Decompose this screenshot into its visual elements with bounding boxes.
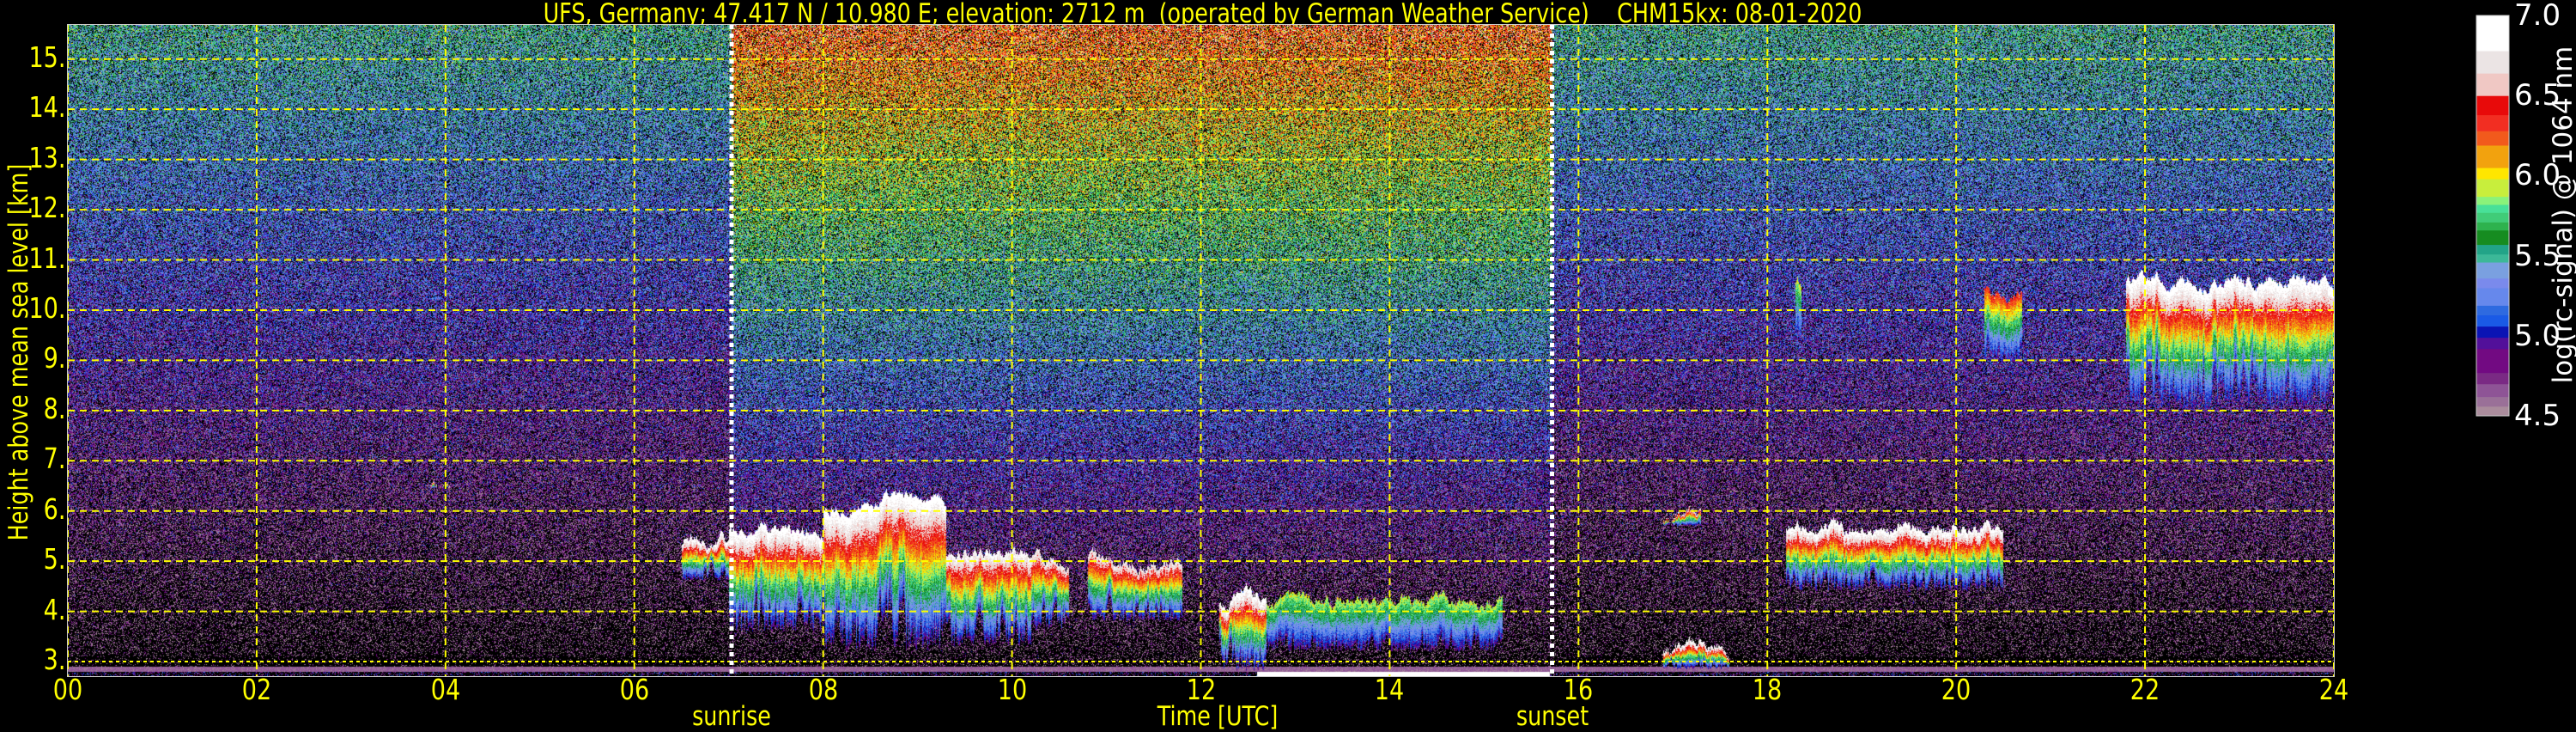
y-axis-label-text: Height above mean sea level [km]: [3, 163, 34, 541]
colorbar-segment: [2476, 212, 2509, 223]
colorbar-segment: [2476, 114, 2509, 131]
y-tick-label: 7.: [43, 442, 65, 476]
colorbar-segment: [2476, 305, 2509, 316]
colorbar-segment: [2476, 348, 2509, 374]
y-tick-label: 12.: [27, 191, 65, 225]
colorbar-tick-label: 6.5: [2514, 78, 2561, 113]
x-tick-label: 10: [997, 673, 1027, 706]
x-axis-label: Time [UTC]: [1144, 701, 1291, 732]
colorbar-segment: [2476, 179, 2509, 198]
colorbar-segment: [2476, 168, 2509, 180]
colorbar-segment: [2476, 278, 2509, 289]
colorbar-segment: [2476, 131, 2509, 146]
colorbar-segment: [2476, 95, 2509, 116]
y-tick-label: 4.: [43, 592, 65, 626]
colorbar-tick-label: 7.0: [2514, 0, 2561, 33]
colorbar-segment: [2476, 406, 2509, 417]
sunset-label: sunset: [1508, 701, 1596, 732]
colorbar-segment: [2476, 144, 2509, 168]
y-tick-label: 6.: [43, 491, 65, 526]
y-tick-label: 8.: [43, 391, 65, 425]
x-tick-label: 24: [2318, 673, 2349, 706]
sunset-label-text: sunset: [1516, 701, 1589, 732]
colorbar-segment: [2476, 372, 2509, 385]
colorbar-tick-label: 6.0: [2514, 158, 2561, 193]
y-tick-label: 11.: [27, 241, 65, 275]
colorbar-segment: [2476, 314, 2509, 327]
colorbar-tick-label: 5.0: [2514, 318, 2561, 353]
colorbar-tick-label: 4.5: [2514, 399, 2561, 433]
colorbar-segment: [2476, 287, 2509, 306]
colorbar-segment: [2476, 196, 2509, 205]
y-tick-label: 13.: [27, 140, 65, 174]
x-tick-label: 22: [2129, 673, 2160, 706]
y-tick-label: 15.: [27, 40, 65, 74]
colorbar-tick-label: 5.5: [2514, 238, 2561, 273]
x-tick-label: 16: [1564, 673, 1594, 706]
x-tick-label: 12: [1186, 673, 1216, 706]
x-tick-label: 14: [1375, 673, 1405, 706]
colorbar-label: log(rc-signal) @ 1064 nm: [2548, 46, 2576, 384]
sunrise-label: sunrise: [683, 701, 780, 732]
colorbar-segment: [2476, 229, 2509, 246]
sunrise-label-text: sunrise: [692, 701, 771, 732]
colorbar-segment: [2476, 253, 2509, 263]
y-tick-label: 10.: [27, 290, 65, 325]
grid-overlay: [68, 25, 2334, 676]
colorbar-segment: [2476, 244, 2509, 255]
colorbar-segment: [2476, 337, 2509, 350]
x-tick-label: 20: [1941, 673, 1971, 706]
colorbar-segment: [2476, 15, 2509, 52]
colorbar-segment: [2476, 73, 2509, 96]
colorbar-frame: [2476, 15, 2510, 417]
colorbar-segment: [2476, 396, 2509, 407]
x-tick-label: 04: [430, 673, 461, 706]
colorbar-segment: [2476, 326, 2509, 339]
plot-area: [67, 24, 2335, 677]
y-tick-label: 5.: [43, 542, 65, 576]
colorbar-segment: [2476, 222, 2509, 231]
colorbar-segment: [2476, 262, 2509, 279]
colorbar-segment: [2476, 51, 2509, 74]
y-tick-label: 9.: [43, 341, 65, 375]
colorbar-segment: [2476, 204, 2509, 213]
x-axis-label-text: Time [UTC]: [1157, 701, 1279, 732]
x-tick-label: 18: [1753, 673, 1783, 706]
y-axis-label: Height above mean sea level [km]: [3, 123, 34, 583]
y-tick-label: 3.: [43, 643, 65, 677]
x-tick-label: 02: [241, 673, 272, 706]
colorbar: [2476, 15, 2510, 417]
x-tick-label: 06: [619, 673, 649, 706]
colorbar-segment: [2476, 383, 2509, 398]
x-tick-label: 08: [808, 673, 838, 706]
y-tick-label: 14.: [27, 90, 65, 125]
x-tick-label: 00: [52, 673, 83, 706]
